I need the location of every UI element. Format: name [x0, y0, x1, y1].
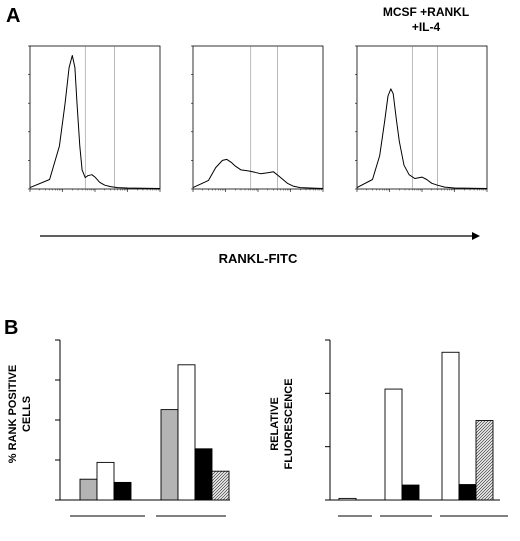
bar	[338, 497, 357, 501]
facs-analysis-chart: % RANK POSITIVE CELLS	[7, 339, 230, 517]
histogram-mcsf	[28, 45, 161, 192]
bar	[79, 478, 98, 501]
histogram-mcsf-rankl-il4: MCSF +RANKL+IL-4	[355, 5, 488, 192]
bar	[194, 448, 213, 501]
bar	[177, 364, 196, 501]
bar	[113, 481, 132, 501]
hist-title-line-2: +IL-4	[412, 20, 441, 34]
bar	[211, 470, 230, 501]
bar	[384, 388, 403, 501]
panel-a-letter: A	[6, 5, 20, 27]
bar	[475, 420, 494, 501]
y-axis-label-line-1: RELATIVE	[269, 397, 281, 451]
panel-b-letter: B	[4, 317, 18, 339]
histogram-curve	[192, 158, 324, 189]
y-axis-label-line-2: FLUORESCENCE	[283, 378, 295, 469]
arrow-label: RANKL-FITC	[219, 251, 298, 266]
hist-title-line-1: MCSF +RANKL	[383, 5, 469, 19]
bar	[160, 409, 179, 501]
bar	[441, 351, 460, 501]
hist-frame	[29, 45, 161, 190]
rankl-fitc-arrow	[40, 232, 480, 240]
bar	[458, 484, 477, 501]
bar	[96, 461, 115, 501]
hist-frame	[192, 45, 324, 190]
rt-pcr-chart: RELATIVE FLUORESCENCE	[269, 339, 508, 517]
histogram-mcsf-rankl	[191, 45, 324, 192]
y-axis-label-line-1: % RANK POSITIVE	[7, 365, 19, 463]
histogram-curve	[29, 55, 161, 189]
y-axis-label-line-2: CELLS	[21, 396, 33, 432]
bar	[401, 484, 420, 501]
histogram-curve	[356, 88, 488, 189]
